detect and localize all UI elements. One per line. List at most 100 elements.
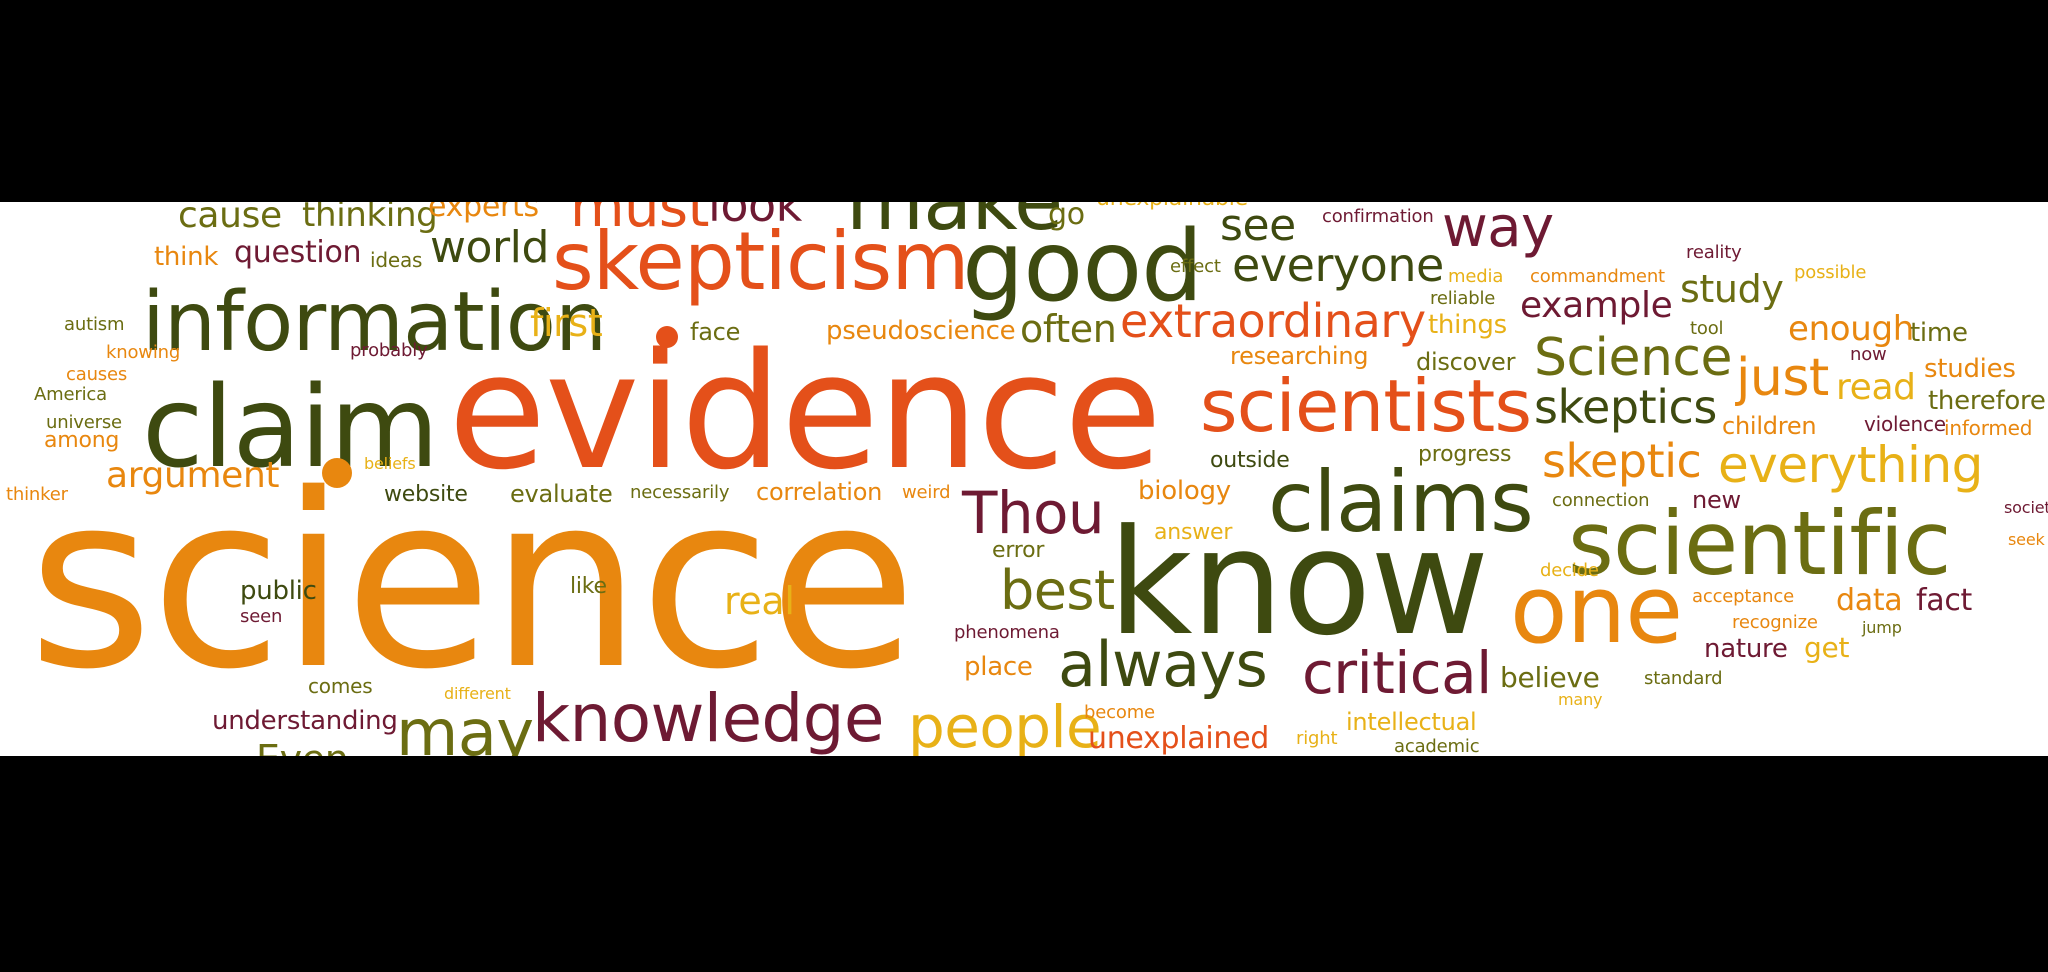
word-ideas: ideas [370,248,423,272]
word-connection: connection [1552,490,1650,511]
word-like: like [570,574,607,599]
word-children: children [1722,412,1817,440]
word-understanding: understanding [212,706,398,736]
word-get: get [1804,631,1850,664]
word-america: America [34,384,107,405]
word-look: look [708,202,802,232]
word-seen: seen [240,606,283,627]
word-necessarily: necessarily [630,482,730,503]
word-standard: standard [1644,668,1723,689]
word-thinking: thinking [302,202,438,235]
word-among: among [44,428,120,453]
word-people: people [908,693,1102,756]
word-thou: Thou [962,479,1105,547]
word-question: question [234,235,362,270]
word-scientific: scientific [1568,492,1951,595]
word-world: world [430,222,549,273]
word-skeptics: skeptics [1534,380,1717,434]
word-argument: argument [106,455,280,496]
word-go: go [1048,202,1085,232]
word-error: error [992,538,1045,563]
word-pseudoscience: pseudoscience [826,316,1016,346]
word-skepticism: skepticism [552,215,969,308]
word-evaluate: evaluate [510,480,613,508]
word-science-cap: Science [1534,328,1732,388]
word-thinker: thinker [6,484,68,505]
word-violence: violence [1864,412,1946,436]
word-good: good [962,210,1203,324]
word-acceptance: acceptance [1692,586,1794,607]
word-make: make [846,202,1063,242]
word-commandment: commandment [1530,266,1665,287]
word-informed: informed [1944,416,2033,440]
word-public: public [240,576,317,606]
word-tool: tool [1690,318,1724,339]
word-media: media [1448,266,1504,287]
word-researching: researching [1230,342,1369,370]
word-may: may [396,697,534,756]
word-enough: enough [1788,309,1914,349]
word-extraordinary: extraordinary [1120,294,1426,348]
word-often: often [1020,307,1117,351]
word-intellectual: intellectual [1346,708,1477,736]
word-unexplained: unexplained [1088,721,1270,756]
word-everything: everything [1718,436,1983,494]
word-way: way [1442,202,1554,260]
word-skeptic: skeptic [1542,434,1702,488]
word-critical: critical [1302,639,1492,707]
word-must: must [570,202,709,240]
word-unexplainable: unexplainable [1096,202,1248,210]
word-therefore: therefore [1928,386,2046,416]
word-effect: effect [1170,256,1221,277]
word-knowledge: knowledge [532,680,884,756]
word-comes: comes [308,674,373,698]
word-autism: autism [64,314,125,335]
word-progress: progress [1418,442,1512,467]
word-face: face [690,318,741,346]
word-discover: discover [1416,348,1516,376]
word-correlation: correlation [756,478,883,506]
word-time: time [1910,318,1968,348]
word-weird: weird [902,482,951,503]
word-believe: believe [1500,661,1600,694]
word-right: right [1296,728,1338,749]
word-place: place [964,652,1033,682]
word-reality: reality [1686,242,1742,263]
word-information: information [142,275,607,370]
word-evidence: evidence [448,318,1162,505]
word-possible: possible [1794,262,1867,283]
word-just: just [1736,348,1829,408]
word-claims: claims [1268,453,1534,551]
word-society: society [2004,498,2048,517]
word-example: example [1520,285,1673,326]
word-confirmation: confirmation [1322,206,1434,227]
word-cloud: science evidence know claim information … [0,202,2048,756]
word-know: know [1108,498,1489,668]
word-answer: answer [1154,520,1233,545]
word-science: science [28,442,917,722]
word-study: study [1680,267,1784,311]
word-data: data [1836,583,1903,618]
word-read: read [1836,367,1916,408]
word-cause: cause [178,202,282,236]
word-jump: jump [1862,618,1902,637]
word-different: different [444,684,511,703]
word-nature: nature [1704,634,1788,664]
word-claim: claim [142,363,439,493]
word-website: website [384,482,468,507]
word-phenomena: phenomena [954,622,1060,643]
word-one: one [1510,556,1683,665]
word-recognize: recognize [1732,612,1818,633]
word-biology: biology [1138,476,1231,506]
word-decide: decide [1540,560,1599,581]
word-academic: academic [1394,736,1480,756]
decorative-dot [322,458,352,488]
word-many: many [1558,690,1603,709]
word-everyone: everyone [1232,238,1444,292]
word-probably: probably [350,340,428,361]
word-universe: universe [46,412,122,433]
word-causes: causes [66,364,128,385]
word-seek: seek [2008,530,2045,549]
word-outside: outside [1210,448,1290,473]
